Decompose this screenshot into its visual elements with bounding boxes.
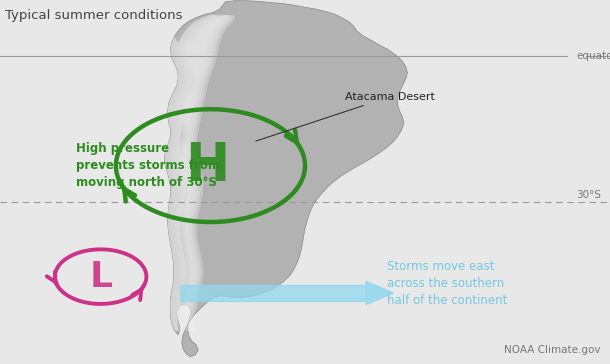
Text: High pressure
prevents storms from
moving north of 30°S: High pressure prevents storms from movin… <box>76 142 220 189</box>
Polygon shape <box>165 1 407 357</box>
Text: H: H <box>185 140 229 191</box>
Polygon shape <box>165 15 218 331</box>
Text: NOAA Climate.gov: NOAA Climate.gov <box>504 345 601 355</box>
Polygon shape <box>170 15 223 331</box>
Polygon shape <box>167 15 221 331</box>
Polygon shape <box>179 15 233 331</box>
Text: L: L <box>89 260 112 294</box>
Polygon shape <box>182 15 235 331</box>
Polygon shape <box>177 15 231 331</box>
Polygon shape <box>165 15 218 331</box>
Text: Atacama Desert: Atacama Desert <box>256 92 434 141</box>
Text: equator: equator <box>576 51 610 62</box>
Polygon shape <box>366 281 393 305</box>
Text: 30°S: 30°S <box>576 190 601 201</box>
Polygon shape <box>172 15 226 331</box>
Polygon shape <box>174 15 228 331</box>
Text: Storms move east
across the southern
half of the continent: Storms move east across the southern hal… <box>387 260 508 308</box>
Text: Typical summer conditions: Typical summer conditions <box>5 9 182 22</box>
